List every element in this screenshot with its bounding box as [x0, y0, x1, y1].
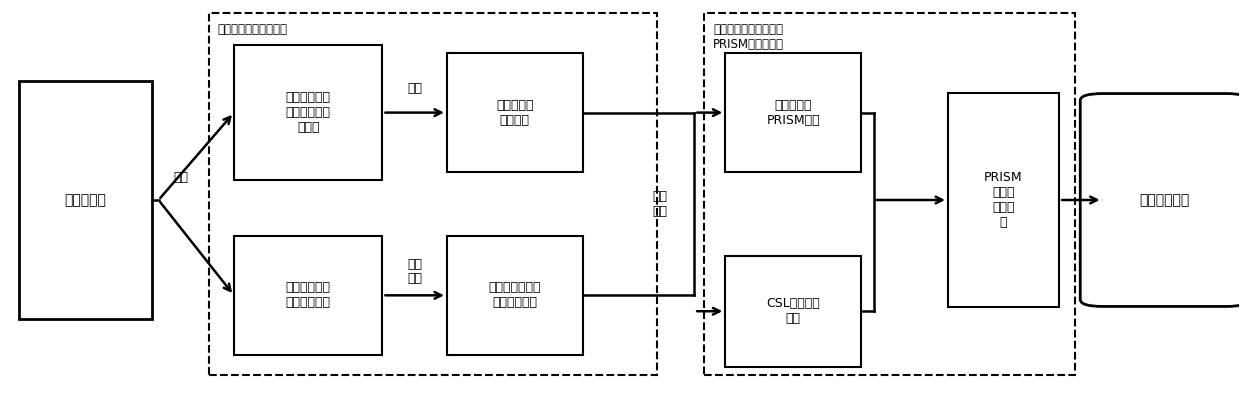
FancyBboxPatch shape — [1080, 94, 1240, 306]
Bar — [704, 13, 1075, 375]
Text: 转换: 转换 — [407, 82, 422, 95]
Text: 动态故障树逻
辑门及输入输
出事件: 动态故障树逻 辑门及输入输 出事件 — [285, 91, 331, 134]
Bar — [210, 13, 657, 375]
Text: 动态故障树: 动态故障树 — [64, 193, 107, 207]
Bar — [725, 256, 862, 367]
Bar — [725, 53, 862, 172]
Bar — [947, 93, 1059, 307]
Bar — [234, 45, 382, 180]
Text: 动态故障树
PRISM代码: 动态故障树 PRISM代码 — [766, 99, 820, 127]
Text: 连续时间马尔可
夫链连接关系: 连续时间马尔可 夫链连接关系 — [489, 281, 541, 309]
Text: 分解: 分解 — [174, 171, 188, 184]
Bar — [19, 81, 153, 319]
Bar — [446, 236, 583, 355]
Text: 连续时间马
尔可夫链: 连续时间马 尔可夫链 — [496, 99, 533, 127]
Text: 动态故障树逻
辑门连接关系: 动态故障树逻 辑门连接关系 — [285, 281, 331, 309]
Bar — [234, 236, 382, 355]
Bar — [446, 53, 583, 172]
Text: 动态故障树形式化描述: 动态故障树形式化描述 — [218, 23, 288, 36]
Text: 定量分析结果: 定量分析结果 — [1140, 193, 1189, 207]
Text: PRISM
概率模
型检测
器: PRISM 概率模 型检测 器 — [985, 171, 1023, 229]
Text: 基于概率模型检测工具
PRISM的定量分析: 基于概率模型检测工具 PRISM的定量分析 — [713, 23, 784, 51]
Text: CSL属性规约
公式: CSL属性规约 公式 — [766, 297, 820, 325]
Text: 自动
转换: 自动 转换 — [652, 190, 667, 218]
Text: 直接
对应: 直接 对应 — [407, 258, 422, 286]
